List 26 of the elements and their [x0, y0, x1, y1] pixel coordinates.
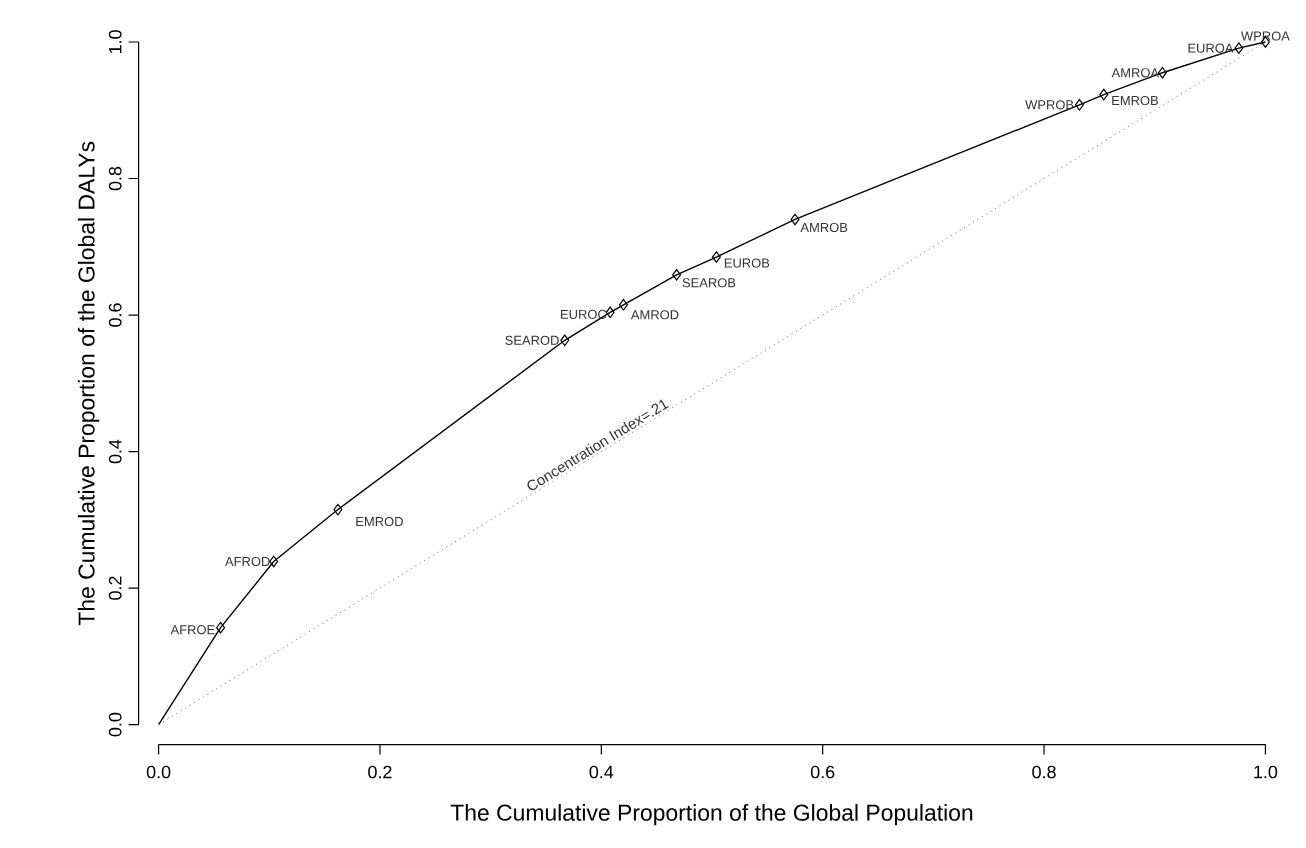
- point: [1099, 88, 1109, 101]
- y-tick-label: 0.8: [108, 166, 122, 191]
- point: [333, 503, 343, 516]
- y-tick-label: 1.0: [108, 30, 122, 54]
- x-tick-label: 0.0: [146, 765, 171, 779]
- x-tick-label: 0.4: [589, 765, 614, 779]
- point: [269, 555, 279, 568]
- x-tick-label: 0.2: [368, 765, 392, 779]
- y-tick-label: 0.6: [108, 303, 122, 327]
- x-tick-label: 1.0: [1254, 765, 1278, 779]
- y-tick-label: 0.4: [108, 439, 122, 464]
- point: [1234, 42, 1244, 54]
- point: [1074, 98, 1084, 111]
- x-tick-label: 0.8: [1032, 765, 1056, 779]
- y-axis-title: The Cumulative Proportion of the Global DALYs: [77, 141, 100, 626]
- y-tick-label: 0.0: [108, 712, 122, 737]
- x-tick-label: 0.6: [810, 765, 835, 779]
- x-axis-title: The Cumulative Proportion of the Global Population: [450, 804, 973, 826]
- point: [618, 299, 628, 311]
- point: [790, 213, 800, 226]
- point: [672, 268, 682, 281]
- y-tick-label: 0.2: [108, 576, 122, 600]
- point: [711, 251, 721, 263]
- point: [216, 621, 226, 634]
- point: [560, 334, 570, 347]
- point: [605, 306, 615, 319]
